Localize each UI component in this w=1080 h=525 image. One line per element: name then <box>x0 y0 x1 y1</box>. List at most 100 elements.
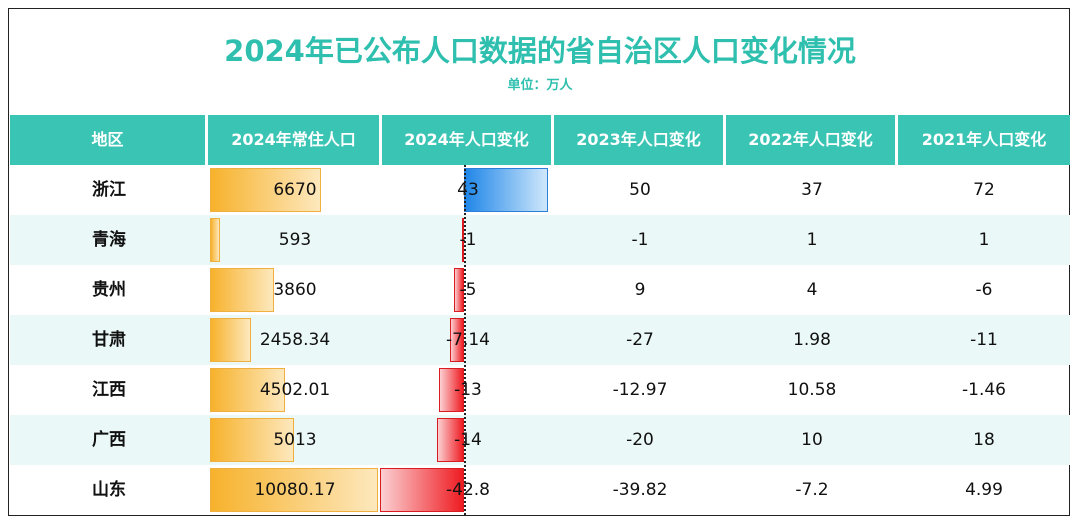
population-cell: 2458.34 <box>208 315 382 365</box>
cell-value: 4.99 <box>965 480 1003 500</box>
change-2021-cell: -11 <box>898 315 1070 365</box>
population-bar <box>210 318 251 362</box>
change-2023-cell: -27 <box>554 315 726 365</box>
region-cell: 贵州 <box>10 265 208 315</box>
region-cell: 广西 <box>10 415 208 465</box>
cell-value: -42.8 <box>446 480 490 500</box>
change-2023-cell: 9 <box>554 265 726 315</box>
change-2022-cell: 37 <box>726 165 898 215</box>
change-2021-cell: 18 <box>898 415 1070 465</box>
header-pop-2024: 2024年常住人口 <box>208 115 382 165</box>
header-change-2023: 2023年人口变化 <box>554 115 726 165</box>
population-cell: 10080.17 <box>208 465 382 515</box>
change-bar-negative <box>462 218 465 262</box>
population-bar <box>210 218 220 262</box>
change-2023-cell: 50 <box>554 165 726 215</box>
change-2024-cell: -1 <box>382 215 554 265</box>
header-change-2024: 2024年人口变化 <box>382 115 554 165</box>
change-2022-cell: 1 <box>726 215 898 265</box>
table-row: 青海 593 -1 -1 1 1 <box>10 215 1070 265</box>
cell-value: -27 <box>626 330 654 350</box>
table-row: 江西 4502.01 -13 -12.97 10.58 -1.46 <box>10 365 1070 415</box>
table-row: 贵州 3860 -5 9 4 -6 <box>10 265 1070 315</box>
change-2022-cell: 10.58 <box>726 365 898 415</box>
change-2024-cell: -7.14 <box>382 315 554 365</box>
change-2024-cell: -13 <box>382 365 554 415</box>
population-cell: 3860 <box>208 265 382 315</box>
cell-value: 3860 <box>273 280 317 300</box>
table-row: 山东 10080.17 -42.8 -39.82 -7.2 4.99 <box>10 465 1070 515</box>
chart-subtitle: 单位：万人 <box>507 78 573 93</box>
cell-value: -20 <box>626 430 654 450</box>
cell-value: 593 <box>278 230 312 250</box>
change-2024-cell: -14 <box>382 415 554 465</box>
cell-value: -13 <box>454 380 482 400</box>
cell-value: -5 <box>459 280 477 300</box>
change-2023-cell: -1 <box>554 215 726 265</box>
region-cell: 山东 <box>10 465 208 515</box>
change-2024-cell: -5 <box>382 265 554 315</box>
change-bar-negative <box>454 268 464 312</box>
cell-value: 6670 <box>273 180 317 200</box>
data-table: 地区 2024年常住人口 2024年人口变化 2023年人口变化 2022年人口变化 20… <box>10 115 1070 515</box>
change-2022-cell: 4 <box>726 265 898 315</box>
cell-value: 10080.17 <box>254 480 336 500</box>
cell-value: 甘肃 <box>92 330 126 350</box>
change-bar-negative <box>438 368 464 412</box>
cell-value: 5013 <box>273 430 317 450</box>
cell-value: 贵州 <box>92 280 126 300</box>
cell-value: 2458.34 <box>259 330 331 350</box>
cell-value: 72 <box>973 180 995 200</box>
population-bar <box>210 168 322 212</box>
change-2024-cell: 43 <box>382 165 554 215</box>
cell-value: -7.2 <box>795 480 829 500</box>
cell-value: 18 <box>973 430 995 450</box>
cell-value: 37 <box>801 180 823 200</box>
change-2023-cell: -12.97 <box>554 365 726 415</box>
change-2021-cell: -6 <box>898 265 1070 315</box>
cell-value: 4 <box>806 280 818 300</box>
change-bar-negative <box>450 318 464 362</box>
header-change-2021: 2021年人口变化 <box>921 130 1047 149</box>
change-2021-cell: 4.99 <box>898 465 1070 515</box>
change-bar-negative <box>436 418 464 462</box>
cell-value: 9 <box>634 280 646 300</box>
change-2021-cell: -1.46 <box>898 365 1070 415</box>
cell-value: -14 <box>454 430 482 450</box>
change-2023-cell: -39.82 <box>554 465 726 515</box>
cell-value: -39.82 <box>612 480 668 500</box>
chart-title: 2024年已公布人口数据的省自治区人口变化情况 <box>224 34 856 68</box>
table-row: 浙江 6670 43 50 37 72 <box>10 165 1070 215</box>
cell-value: 4502.01 <box>259 380 331 400</box>
population-bar <box>210 268 275 312</box>
cell-value: 10.58 <box>787 380 837 400</box>
region-cell: 江西 <box>10 365 208 415</box>
cell-value: 山东 <box>92 480 126 500</box>
cell-value: 1 <box>806 230 818 250</box>
cell-value: 10 <box>801 430 823 450</box>
cell-value: 广西 <box>92 430 126 450</box>
population-cell: 593 <box>208 215 382 265</box>
cell-value: -11 <box>970 330 998 350</box>
population-bar <box>210 418 294 462</box>
cell-value: 江西 <box>92 380 126 400</box>
zero-axis-line <box>464 165 466 515</box>
cell-value: 43 <box>457 180 479 200</box>
change-2024-cell: -42.8 <box>380 465 554 515</box>
change-2022-cell: -7.2 <box>726 465 898 515</box>
table-row: 广西 5013 -14 -20 10 18 <box>10 415 1070 465</box>
cell-value: -1.46 <box>962 380 1006 400</box>
cell-value: 青海 <box>92 230 126 250</box>
change-2022-cell: 10 <box>726 415 898 465</box>
cell-value: 50 <box>629 180 651 200</box>
population-bar <box>210 468 378 512</box>
cell-value: -6 <box>975 280 993 300</box>
cell-value: -1 <box>631 230 649 250</box>
population-cell: 6670 <box>208 165 382 215</box>
change-bar-negative <box>380 468 464 512</box>
cell-value: 1 <box>978 230 990 250</box>
change-2023-cell: -20 <box>554 415 726 465</box>
cell-value: -1 <box>459 230 477 250</box>
table-body: 浙江 6670 43 50 37 72 青海 593 -1 -1 1 1 贵州 3860 -5 9 4 -6 甘肃 2… <box>10 165 1070 515</box>
change-2021-cell: 72 <box>898 165 1070 215</box>
